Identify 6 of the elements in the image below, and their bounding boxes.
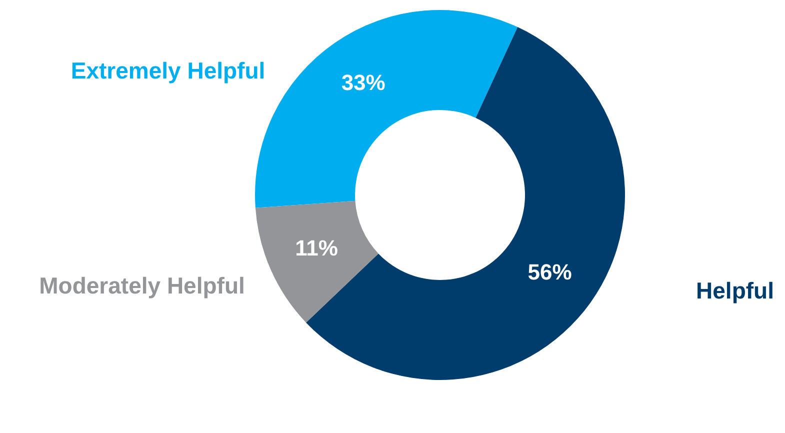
data-label: 33% xyxy=(341,70,386,95)
data-label: 11% xyxy=(295,236,338,261)
data-label: 56% xyxy=(528,260,572,285)
slice-label: Extremely Helpful xyxy=(70,57,266,84)
slice-label: Moderately Helpful xyxy=(39,272,245,298)
slice-label: Helpful xyxy=(696,277,774,304)
